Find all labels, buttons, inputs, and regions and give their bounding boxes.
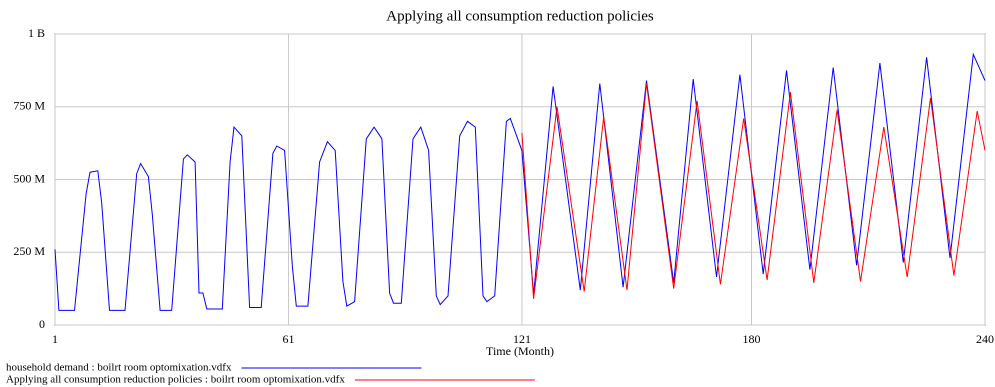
y-tick-label: 750 M: [13, 99, 45, 113]
chart-title: Applying all consumption reduction polic…: [386, 8, 654, 24]
series-line: [521, 83, 986, 299]
y-tick-label: 0: [39, 317, 45, 331]
series-line: [54, 52, 986, 311]
y-tick-label: 500 M: [13, 171, 45, 185]
x-tick-label: 240: [976, 332, 994, 346]
y-tick-label: 250 M: [13, 244, 45, 258]
x-axis-label: Time (Month): [486, 344, 554, 358]
x-tick-label: 1: [52, 332, 58, 346]
legend-label: Applying all consumption reduction polic…: [6, 374, 345, 386]
x-tick-label: 61: [282, 332, 294, 346]
x-tick-label: 180: [743, 332, 761, 346]
legend-label: household demand : boilrt room optomixat…: [6, 362, 232, 374]
x-tick-label: 121: [513, 332, 531, 346]
y-tick-label: 1 B: [28, 26, 45, 40]
